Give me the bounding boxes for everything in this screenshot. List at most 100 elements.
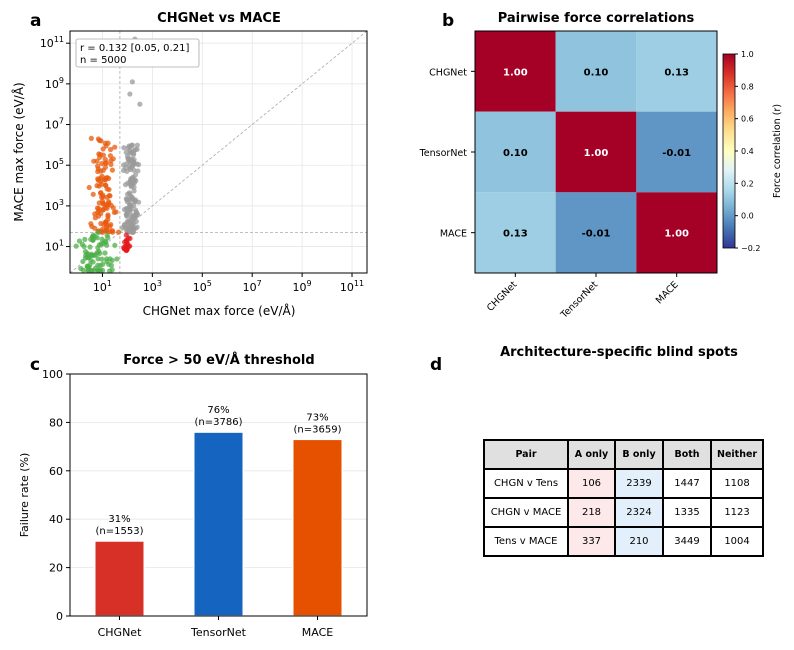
scatter-title: CHGNet vs MACE — [157, 11, 281, 26]
colorbar-tick-label: 0.2 — [741, 179, 754, 188]
y-tick-label: 103 — [45, 198, 64, 213]
scatter-point — [95, 177, 101, 183]
scatter-point — [106, 186, 112, 193]
scatter-point — [108, 157, 114, 164]
y-tick-label: 80 — [49, 416, 63, 429]
cell-both: 3449 — [662, 526, 712, 557]
heatmap-value: 0.13 — [503, 229, 528, 240]
scatter-point — [100, 207, 106, 213]
scatter-point — [88, 135, 94, 141]
scatter-point — [104, 175, 110, 181]
bar-chgnet — [94, 540, 145, 617]
bar-value-label: 76% — [207, 405, 229, 416]
table-row: CHGN v Tens 106 2339 1447 1108 — [483, 468, 765, 499]
scatter-point — [125, 180, 131, 186]
y-tick-label: 0 — [56, 610, 63, 623]
heatmap-value: 0.10 — [503, 148, 528, 159]
bar-ticks: 0 20 40 60 80 100 CHGNet TensorNet MACE — [42, 368, 333, 639]
scatter-point — [112, 242, 118, 248]
scatter-point — [102, 160, 109, 166]
heatmap-cell — [636, 192, 717, 273]
scatter-point — [86, 184, 92, 191]
colorbar-label: Force correlation (r) — [772, 104, 783, 198]
scatter-point — [84, 264, 91, 270]
bar-ylabel: Failure rate (%) — [18, 453, 31, 538]
scatter-point — [102, 238, 108, 244]
heatmap-value: 0.13 — [664, 67, 689, 78]
bar-mace — [292, 438, 343, 617]
bar-tensornet — [193, 431, 244, 617]
scatter-point — [95, 256, 101, 262]
heatmap-title: Pairwise force correlations — [498, 11, 695, 26]
table-header-row: Pair A only B only Both Neither — [483, 439, 765, 470]
scatter-point — [96, 151, 102, 157]
scatter-point — [109, 228, 116, 234]
scatter-point — [103, 202, 109, 208]
heatmap-col-label: CHGNet — [485, 279, 520, 314]
scatter-point — [82, 236, 88, 242]
scatter-point — [102, 250, 108, 256]
scatter-point — [127, 229, 133, 235]
scatter-point — [112, 144, 118, 150]
heatmap-value: 1.00 — [584, 148, 609, 159]
scatter-point — [132, 198, 138, 204]
scatter-point — [134, 146, 140, 152]
heatmap-col-label: TensorNet — [558, 279, 600, 321]
table-row: CHGN v MACE 218 2324 1335 1123 — [483, 497, 765, 528]
scatter-point — [134, 224, 140, 230]
heatmap-cell — [636, 31, 717, 112]
colorbar-tick-label: 0.0 — [741, 212, 754, 221]
scatter-point — [109, 267, 115, 273]
bar-title: Force > 50 eV/Å threshold — [123, 352, 314, 368]
heatmap-value: 1.00 — [664, 229, 689, 240]
cell-pair: CHGN v MACE — [483, 497, 569, 528]
scatter-point — [131, 159, 137, 165]
y-tick-label: 101 — [45, 239, 64, 254]
cell-pair: Tens v MACE — [483, 526, 569, 557]
scatter-point — [116, 229, 122, 235]
cell-neither: 1123 — [709, 497, 765, 528]
cell-a-only: 218 — [567, 497, 616, 528]
panel-label-c: c — [30, 355, 40, 375]
scatter-point — [109, 167, 116, 173]
scatter-point — [79, 241, 85, 247]
x-tick-label: 109 — [293, 279, 312, 294]
scatter-point — [126, 223, 132, 229]
scatter-point — [132, 172, 139, 178]
bar-value-label: 73% — [306, 412, 328, 423]
scatter-point — [100, 192, 106, 198]
scatter-point — [100, 152, 107, 158]
cell-b-only: 210 — [614, 526, 664, 557]
scatter-point — [99, 226, 106, 232]
annotation-line-n: n = 5000 — [80, 55, 127, 66]
panel-label-d: d — [430, 355, 442, 375]
header-neither: Neither — [709, 439, 765, 470]
bar-panel: Force > 50 eV/Å threshold 31%(n=1553) 76%… — [18, 352, 368, 639]
scatter-point — [123, 205, 129, 212]
colorbar-tick-label: −0.2 — [741, 244, 760, 253]
scatter-point — [113, 209, 119, 215]
x-tick-label: CHGNet — [98, 626, 142, 639]
colorbar-tick-label: 0.8 — [741, 82, 754, 91]
bar-value-label: 31% — [108, 514, 130, 525]
scatter-ticks: 101 103 105 107 109 1011 101 103 105 107 109 1011 — [40, 35, 364, 294]
scatter-point — [131, 180, 138, 186]
scatter-point — [99, 181, 105, 187]
colorbar-ticks: 1.0 0.8 0.6 0.4 0.2 0.0 −0.2 — [735, 50, 760, 253]
scatter-point — [108, 202, 114, 208]
scatter-point — [103, 182, 109, 189]
heatmap-cells: 1.00 0.10 0.13 0.10 1.00 -0.01 0.13 -0.01 1.00 — [475, 31, 717, 273]
scatter-point — [95, 163, 101, 169]
colorbar-tick-label: 1.0 — [741, 50, 754, 59]
header-pair: Pair — [483, 439, 569, 470]
cell-neither: 1004 — [709, 526, 765, 557]
scatter-ylabel: MACE max force (eV/Å) — [11, 82, 26, 221]
bar-count-label: (n=3786) — [195, 417, 243, 428]
scatter-point — [95, 229, 101, 236]
cell-both: 1335 — [662, 497, 712, 528]
header-both: Both — [662, 439, 712, 470]
heatmap-cell — [475, 192, 556, 273]
colorbar-tick-label: 0.6 — [741, 115, 754, 124]
y-tick-label: 105 — [45, 157, 64, 172]
identity-line — [69, 30, 368, 274]
